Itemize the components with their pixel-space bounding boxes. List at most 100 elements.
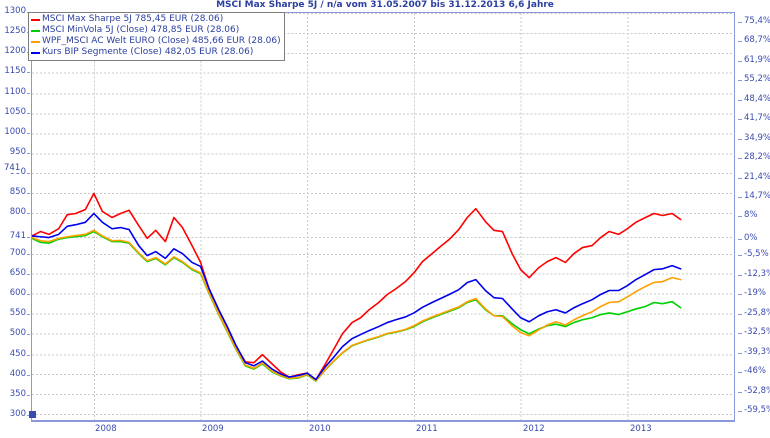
y-axis-left-tickmark <box>27 173 30 174</box>
y-axis-left-tickmark <box>27 237 30 238</box>
y-axis-left-tick: 400 <box>9 368 26 379</box>
y-axis-right-tickmark <box>738 314 742 315</box>
legend-item[interactable]: MSCI MinVola 5J (Close) 478,85 EUR (28.0… <box>31 25 281 36</box>
y-axis-right: 75,4% 68,7% 61,9% 55,2% 48,4% 41,7% 34,9% 28,2%… <box>738 0 770 438</box>
y-axis-left-tickmark <box>27 254 30 255</box>
x-axis-tick: 2010 <box>309 424 331 434</box>
y-axis-right-tickmark <box>738 197 742 198</box>
y-axis-left-tick: 500 <box>9 328 26 339</box>
y-axis-right-tickmark <box>738 411 742 412</box>
legend-color-swatch <box>31 18 40 21</box>
y-axis-left-tickmark <box>27 294 30 295</box>
x-axis-tick: 2011 <box>416 424 438 434</box>
y-axis-right-tickmark <box>738 100 742 101</box>
series-layer <box>32 192 682 382</box>
y-axis-left: 1300125012001150110010501000950900850800… <box>0 0 30 438</box>
legend-color-swatch <box>31 51 40 54</box>
y-axis-right-tick: 68,7% <box>744 35 770 46</box>
legend-label: Kurs BIP Segmente (Close) 482,05 EUR (28… <box>42 47 254 57</box>
y-axis-right-tick: 48,4% <box>744 93 770 104</box>
legend-color-swatch <box>31 29 40 32</box>
y-axis-left-tickmark <box>27 193 30 194</box>
y-axis-left-tickmark <box>27 375 30 376</box>
y-axis-right-tick: 61,9% <box>744 54 770 65</box>
y-axis-left-tick: 1050 <box>4 106 26 117</box>
y-axis-left-tick: 350 <box>9 388 26 399</box>
y-axis-right-tick: -39,3% <box>744 346 770 357</box>
y-axis-left-tick: 550 <box>9 308 26 319</box>
y-axis-right-tickmark <box>738 80 742 81</box>
y-axis-right-tickmark <box>738 139 742 140</box>
y-axis-right-tickmark <box>738 61 742 62</box>
y-axis-left-tickmark <box>27 415 30 416</box>
y-axis-right-tickmark <box>738 255 742 256</box>
y-axis-left-tickmark <box>27 153 30 154</box>
y-axis-right-tick: -46% <box>744 365 766 376</box>
y-axis-right-tickmark <box>738 216 742 217</box>
y-axis-right-tick: 21,4% <box>744 171 770 182</box>
series-line <box>32 212 682 381</box>
y-axis-left-tick: 700 <box>9 247 26 258</box>
y-axis-right-tick: 0% <box>744 233 758 244</box>
y-axis-left-tickmark <box>27 274 30 275</box>
y-axis-right-tick: -52,8% <box>744 385 770 396</box>
y-axis-right-tick: -19% <box>744 288 766 299</box>
y-axis-right-tickmark <box>738 41 742 42</box>
y-axis-left-tickmark <box>27 355 30 356</box>
plot-area <box>31 12 735 421</box>
y-axis-left-tick: 800 <box>9 207 26 218</box>
legend-label: WPF_MSCI AC Welt EURO (Close) 485,66 EUR… <box>42 36 281 46</box>
y-axis-right-tickmark <box>738 158 742 159</box>
y-axis-left-tick: 300 <box>9 408 26 419</box>
y-axis-left-tickmark <box>27 395 30 396</box>
y-axis-right-tick: -59,5% <box>744 404 770 415</box>
y-axis-left-tick: 1300 <box>4 6 26 16</box>
y-axis-left-tickmark <box>27 334 30 335</box>
x-axis-line <box>31 421 735 422</box>
y-axis-right-tick: -12,3% <box>744 268 770 279</box>
legend-label: MSCI Max Sharpe 5J 785,45 EUR (28.06) <box>42 14 224 24</box>
y-axis-left-tick: 450 <box>9 348 26 359</box>
legend-item[interactable]: MSCI Max Sharpe 5J 785,45 EUR (28.06) <box>31 14 281 25</box>
y-axis-left-tickmark <box>27 133 30 134</box>
legend-item[interactable]: Kurs BIP Segmente (Close) 482,05 EUR (28… <box>31 47 281 58</box>
chart-title: MSCI Max Sharpe 5J / n/a vom 31.05.2007 … <box>216 0 554 10</box>
y-axis-right-tick: 14,7% <box>744 190 770 201</box>
grid-layer <box>32 13 734 420</box>
y-axis-left-tick: 1000 <box>4 126 26 137</box>
y-axis-right-tick: -5,5% <box>744 249 769 260</box>
legend-color-swatch <box>31 40 40 43</box>
y-axis-right-tick: 34,9% <box>744 132 770 143</box>
y-axis-right-tickmark <box>738 353 742 354</box>
y-axis-right-tickmark <box>738 22 742 23</box>
y-axis-right-tickmark <box>738 392 742 393</box>
y-axis-right-tick: 55,2% <box>744 74 770 85</box>
scroll-handle[interactable] <box>29 411 36 418</box>
y-axis-right-tick: 28,2% <box>744 151 770 162</box>
y-axis-right-tickmark <box>738 372 742 373</box>
current-value-label: 741 <box>4 163 21 173</box>
y-axis-right-tick: 75,4% <box>744 15 770 26</box>
y-axis-left-tickmark <box>27 213 30 214</box>
y-axis-right-tick: 41,7% <box>744 113 770 123</box>
y-axis-left-tickmark <box>27 314 30 315</box>
y-axis-right-tickmark <box>738 178 742 179</box>
y-axis-right-tickmark <box>738 294 742 295</box>
y-axis-right-tick: 8% <box>744 210 758 221</box>
legend-label: MSCI MinVola 5J (Close) 478,85 EUR (28.0… <box>42 25 240 35</box>
y-axis-right-tickmark <box>738 119 742 120</box>
x-axis-tick: 2012 <box>523 424 545 434</box>
x-axis-tick: 2009 <box>202 424 224 434</box>
chart-legend: MSCI Max Sharpe 5J 785,45 EUR (28.06) MSC… <box>28 12 285 61</box>
y-axis-left-tick: 1100 <box>4 86 26 97</box>
legend-item[interactable]: WPF_MSCI AC Welt EURO (Close) 485,66 EUR… <box>31 36 281 47</box>
y-axis-left-tickmark <box>27 72 30 73</box>
y-axis-left-tick: 850 <box>9 187 26 198</box>
y-axis-left-tick: 650 <box>9 267 26 278</box>
y-axis-right-tick: -25,8% <box>744 307 770 318</box>
y-axis-left-tickmark <box>27 93 30 94</box>
series-line <box>32 192 682 381</box>
y-axis-left-tick: 600 <box>9 288 26 299</box>
y-axis-right-tick: -32,5% <box>744 327 770 338</box>
